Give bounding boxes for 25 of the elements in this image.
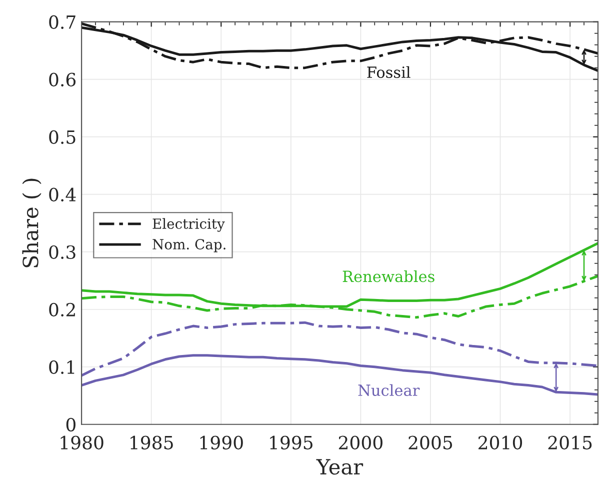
x-tick-label: 1990 [200, 436, 243, 450]
annotation: Nuclear [358, 384, 420, 396]
legend-label: Electricity [152, 218, 225, 232]
x-tick-label: 1985 [130, 436, 173, 450]
annotation: Fossil [367, 66, 410, 78]
annotation: Renewables [342, 270, 434, 282]
y-tick-label: 0.6 [49, 72, 76, 86]
line-series [82, 354, 598, 396]
y-tick-label: 0.3 [49, 245, 76, 259]
x-tick-label: 2005 [408, 436, 452, 450]
y-tick-label: 0.2 [49, 302, 75, 316]
y-tick-label: 0 [66, 418, 76, 432]
x-tick-label: 2015 [548, 436, 592, 450]
x-tick-label: 2010 [478, 436, 522, 450]
line-series [82, 321, 598, 377]
y-tick-label: 0.1 [49, 360, 74, 374]
x-axis-title: Year [316, 459, 364, 475]
x-tick-label: 1980 [60, 436, 104, 450]
y-tick-label: 0.7 [49, 15, 76, 29]
y-axis-title: Share ( ) [22, 178, 42, 268]
y-tick-label: 0.4 [49, 188, 76, 202]
legend-label: Nom. Cap. [152, 238, 226, 252]
y-tick-label: 0.5 [49, 130, 76, 144]
x-tick-label: 2000 [338, 436, 382, 450]
x-tick-label: 1995 [270, 436, 312, 450]
